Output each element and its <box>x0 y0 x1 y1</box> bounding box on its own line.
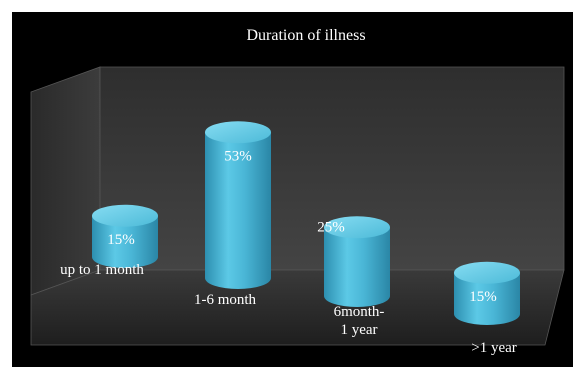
value-label: 25% <box>317 219 345 235</box>
chart-side-wall <box>30 66 101 296</box>
bar-1 <box>92 204 158 268</box>
bar-top <box>324 216 390 239</box>
value-label: 15% <box>469 289 497 305</box>
bar-3 <box>324 216 390 307</box>
category-label: up to 1 month <box>60 262 144 278</box>
category-labels-group: up to 1 month 1-6 month 6month-1 year >1 ye… <box>60 262 517 356</box>
chart-floor <box>30 269 565 346</box>
category-label: 1-6 month <box>194 292 257 308</box>
bar-2 <box>205 121 271 289</box>
bar-body <box>92 215 158 268</box>
category-label: >1 year <box>471 340 517 356</box>
category-label: 6month-1 year <box>334 304 385 338</box>
value-label: 53% <box>224 148 252 164</box>
chart-title: Duration of illness <box>246 27 365 44</box>
bar-4 <box>454 261 520 325</box>
duration-chart: Duration of illness 15% 53% 25% 15% up to 1… <box>30 27 565 356</box>
bar-body <box>205 132 271 289</box>
bar-body <box>324 227 390 307</box>
bars-group <box>92 121 520 325</box>
bar-top <box>454 261 520 284</box>
bar-body <box>454 272 520 325</box>
value-label: 15% <box>107 232 135 248</box>
bar-top <box>92 204 158 227</box>
chart-frame: Duration of illness 15% 53% 25% 15% up to 1… <box>12 12 573 367</box>
value-labels-group: 15% 53% 25% 15% <box>107 148 497 305</box>
bar-top <box>205 121 271 144</box>
